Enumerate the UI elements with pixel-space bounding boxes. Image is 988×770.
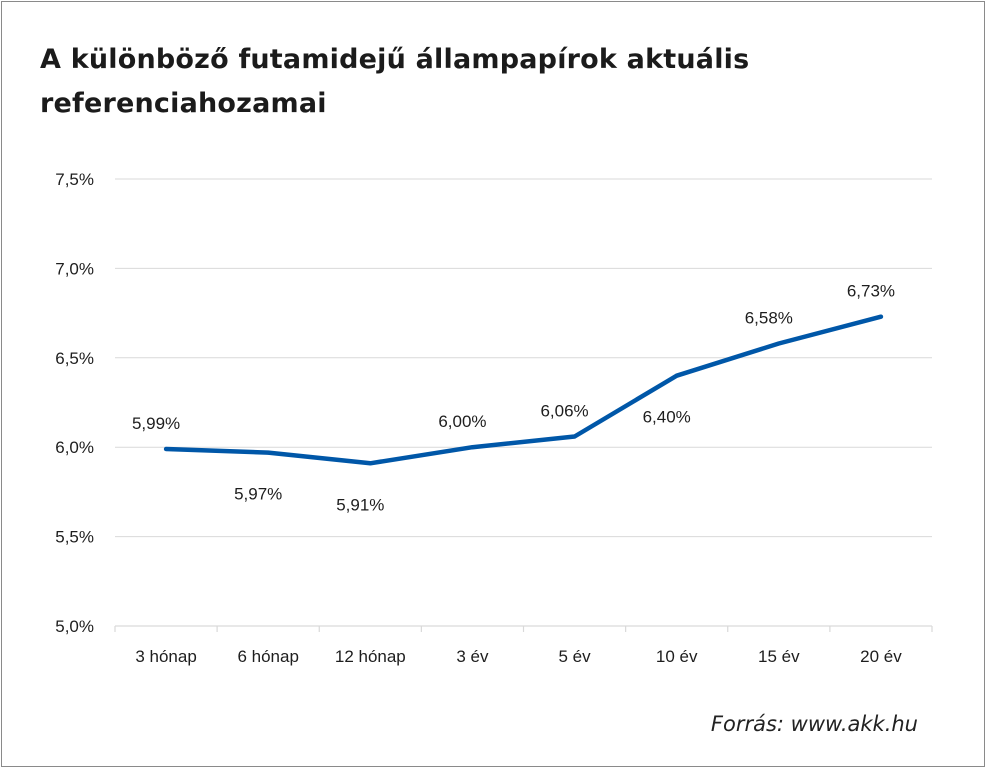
x-tick-label: 15 év (758, 647, 800, 666)
data-label: 5,97% (234, 485, 282, 504)
data-point (776, 341, 781, 346)
data-point (368, 461, 373, 466)
chart-title: A különböző futamidejű állampapírok aktu… (40, 44, 750, 119)
y-tick-label: 5,0% (55, 617, 94, 636)
series-line (163, 314, 884, 466)
data-point (470, 445, 475, 450)
y-tick-label: 7,5% (55, 170, 94, 189)
y-tick-label: 5,5% (55, 528, 94, 547)
data-point (266, 450, 271, 455)
data-point (878, 314, 883, 319)
x-tick-label: 6 hónap (237, 647, 298, 666)
data-label: 6,06% (540, 401, 588, 420)
source-note: Forrás: www.akk.hu (710, 712, 918, 736)
x-tick-label: 10 év (656, 647, 698, 666)
y-tick-label: 7,0% (55, 259, 94, 278)
x-tick-label: 20 év (860, 647, 902, 666)
x-tick-label: 5 év (558, 647, 591, 666)
data-label: 6,00% (438, 412, 486, 431)
x-tick-label: 12 hónap (335, 647, 406, 666)
data-label: 5,99% (132, 414, 180, 433)
y-tick-label: 6,0% (55, 438, 94, 457)
data-point (572, 434, 577, 439)
data-label: 5,91% (336, 495, 384, 514)
y-tick-label: 6,5% (55, 349, 94, 368)
data-label: 6,40% (643, 408, 691, 427)
x-tick-label: 3 év (456, 647, 489, 666)
x-tick-label: 3 hónap (135, 647, 196, 666)
data-label: 6,73% (847, 282, 895, 301)
data-label: 6,58% (745, 308, 793, 327)
data-point (164, 446, 169, 451)
data-point (674, 373, 679, 378)
